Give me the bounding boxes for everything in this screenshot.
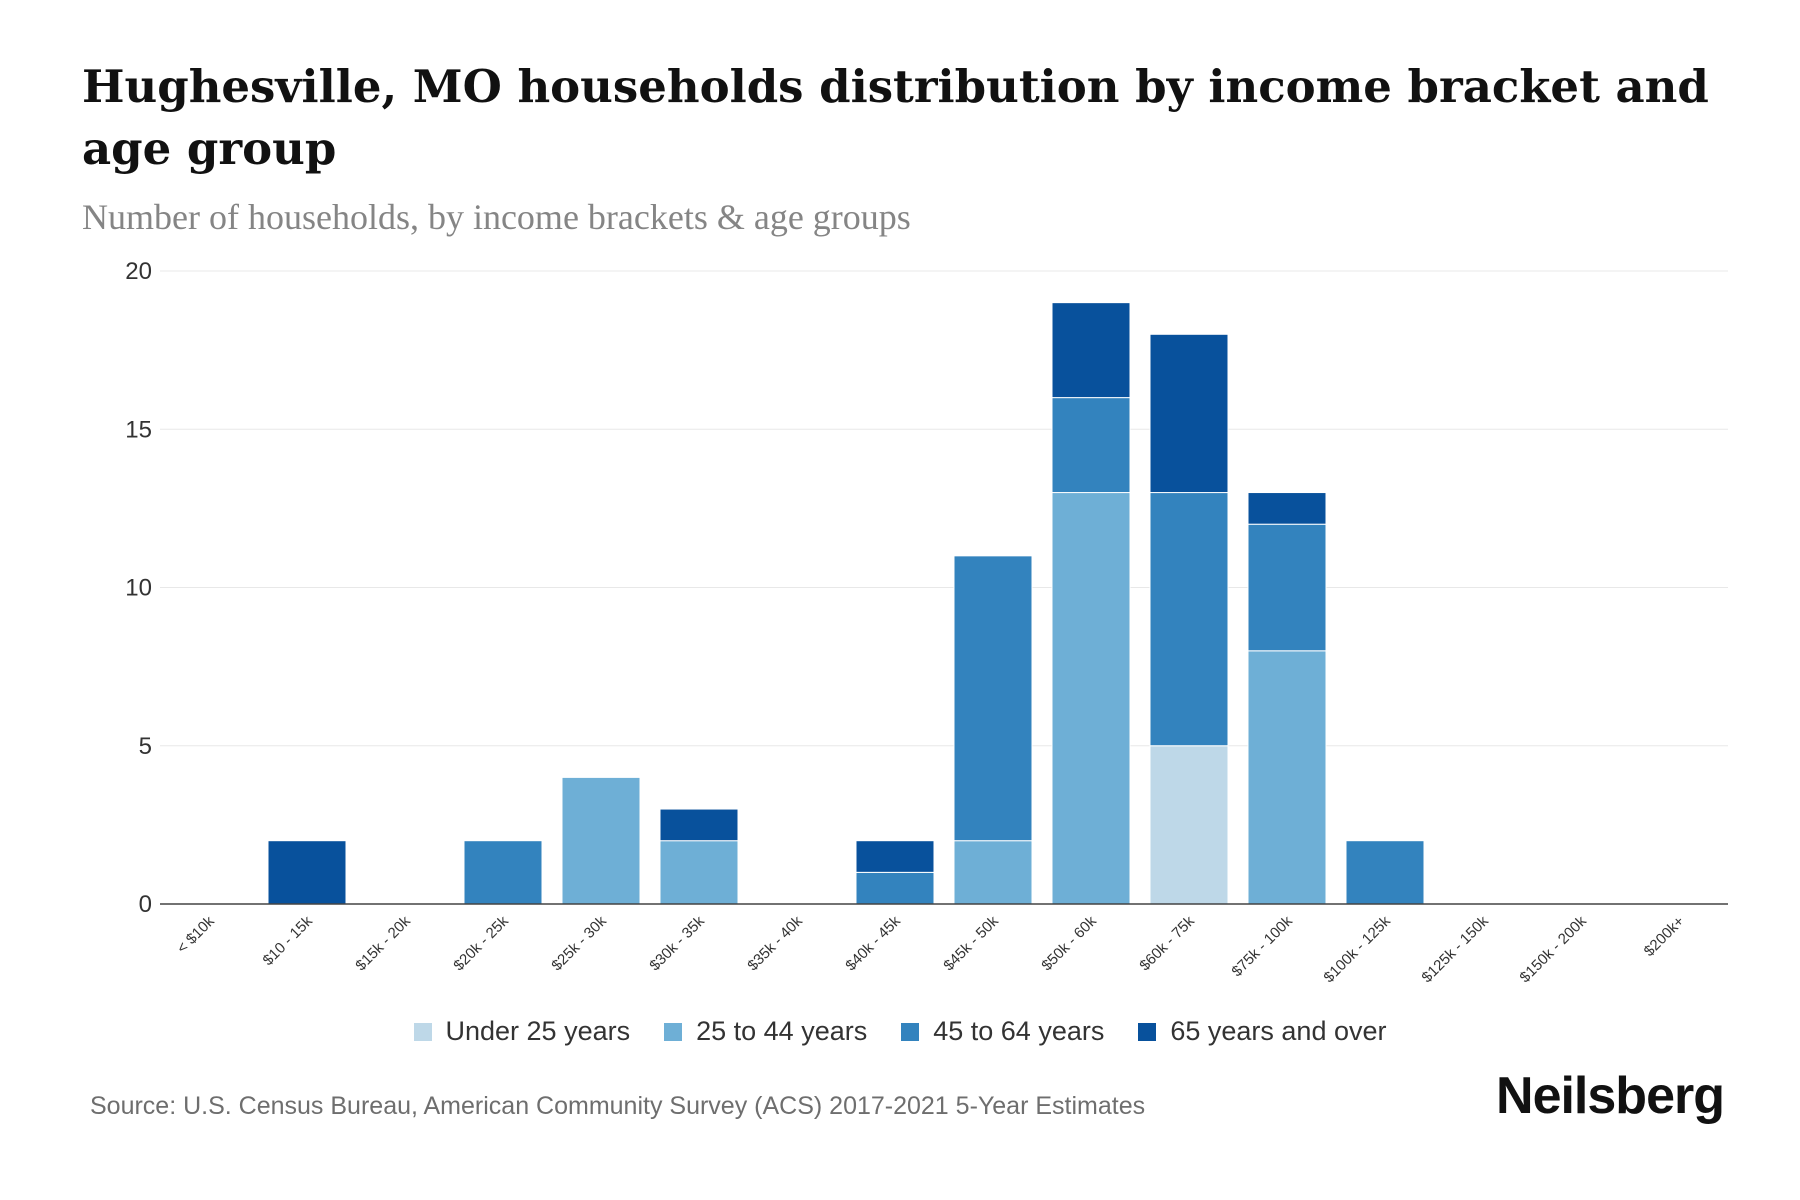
- bar-segment: [1247, 523, 1327, 652]
- x-tick-label: $15k - 20k: [352, 912, 414, 974]
- bar-segment: [1345, 840, 1425, 905]
- legend-item: 25 to 44 years: [664, 1016, 867, 1047]
- x-tick-label: $35k - 40k: [744, 912, 806, 974]
- x-tick-label: $10 - 15k: [260, 912, 317, 969]
- x-tick-label: $150k - 200k: [1516, 912, 1590, 986]
- legend: Under 25 years 25 to 44 years 45 to 64 yea…: [0, 1016, 1800, 1047]
- x-tick-label: < $10k: [174, 912, 219, 957]
- legend-label: 45 to 64 years: [933, 1016, 1105, 1046]
- gridlines: [160, 270, 1728, 747]
- bar-segment: [953, 840, 1033, 905]
- y-axis-ticks: 0 5 10 15 20: [125, 258, 152, 918]
- legend-label: Under 25 years: [445, 1016, 631, 1046]
- bar-segment: [855, 840, 935, 873]
- x-tick-label: $30k - 35k: [646, 912, 708, 974]
- bar-segment: [267, 840, 347, 905]
- bar-segment: [659, 840, 739, 905]
- x-tick-label: $40k - 45k: [842, 912, 904, 974]
- x-tick-label: $60k - 75k: [1136, 912, 1198, 974]
- x-tick-label: $25k - 30k: [548, 912, 610, 974]
- bar-segment: [1051, 302, 1131, 399]
- bar-segment: [855, 871, 935, 905]
- y-tick-label: 15: [125, 416, 152, 443]
- bar-segment: [463, 840, 543, 905]
- x-tick-label: $100k - 125k: [1320, 912, 1394, 986]
- x-axis-labels: < $10k $10 - 15k $15k - 20k $20k - 25k $25k …: [174, 912, 1688, 986]
- legend-swatch: [413, 1022, 432, 1041]
- legend-label: 25 to 44 years: [696, 1016, 868, 1046]
- x-tick-label: $50k - 60k: [1038, 912, 1100, 974]
- bar-segment: [1051, 492, 1131, 905]
- x-tick-label: $200k+: [1641, 913, 1688, 960]
- legend-swatch: [1138, 1022, 1157, 1041]
- legend-swatch: [664, 1022, 683, 1041]
- chart-subtitle: Number of households, by income brackets…: [82, 197, 911, 237]
- stacked-bar-chart: 0 5 10 15 20 < $10k $10 - 15k $15k - 20k $20k -…: [125, 258, 1728, 986]
- x-tick-label: $20k - 25k: [450, 912, 512, 974]
- bar-segment: [1247, 492, 1327, 525]
- bar-segment: [561, 776, 641, 905]
- bar-segment: [1149, 492, 1229, 747]
- legend-item: 65 years and over: [1138, 1016, 1387, 1047]
- x-tick-label: $45k - 50k: [940, 912, 1002, 974]
- bar-segment: [953, 555, 1033, 842]
- legend-item: 45 to 64 years: [901, 1016, 1104, 1047]
- legend-label: 65 years and over: [1170, 1016, 1387, 1046]
- bar-segment: [659, 808, 739, 842]
- bar-segment: [1247, 650, 1327, 905]
- brand-logo: Neilsberg: [1496, 1067, 1725, 1125]
- bars: [267, 302, 1425, 905]
- legend-item: Under 25 years: [413, 1016, 631, 1047]
- y-tick-label: 20: [125, 258, 152, 285]
- bar-segment: [1149, 745, 1229, 905]
- chart-title: Hughesville, MO households distribution …: [82, 60, 1709, 175]
- x-tick-label: $125k - 150k: [1418, 912, 1492, 986]
- source-note: Source: U.S. Census Bureau, American Com…: [90, 1092, 1146, 1120]
- y-tick-label: 10: [125, 575, 152, 602]
- bar-segment: [1149, 333, 1229, 494]
- y-tick-label: 0: [139, 891, 152, 918]
- bar-segment: [1051, 397, 1131, 494]
- legend-swatch: [901, 1022, 920, 1041]
- y-tick-label: 5: [139, 733, 152, 760]
- x-tick-label: $75k - 100k: [1228, 912, 1296, 980]
